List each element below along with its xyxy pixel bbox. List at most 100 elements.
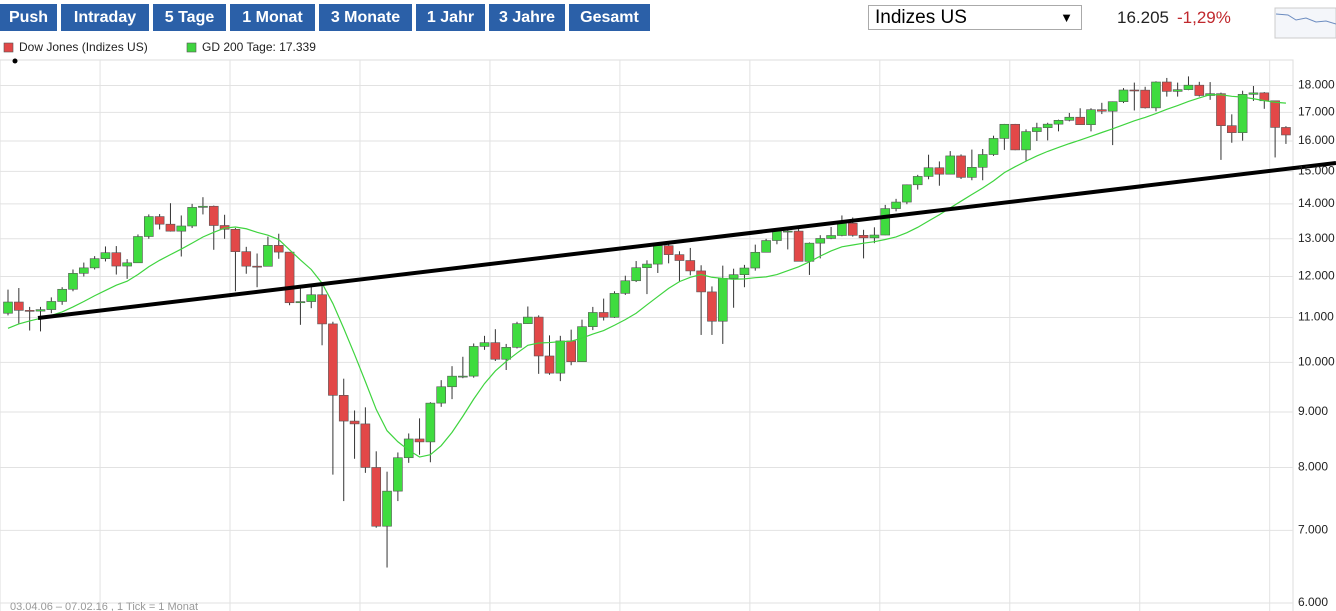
y-tick-label: 13.000 xyxy=(1298,231,1335,245)
y-tick-label: 14.000 xyxy=(1298,196,1335,210)
candle-body xyxy=(1237,94,1248,133)
range-button[interactable]: Intraday xyxy=(61,4,149,31)
candle-body xyxy=(100,252,111,259)
candle-body xyxy=(3,301,13,314)
candle-body xyxy=(89,258,100,269)
candle-body xyxy=(566,340,576,362)
candle-body xyxy=(967,167,977,178)
candle-body xyxy=(869,234,880,239)
candle-body xyxy=(241,251,252,267)
candle-body xyxy=(1216,93,1226,126)
candle-body xyxy=(598,312,609,318)
candle-body xyxy=(977,154,988,168)
candle-body xyxy=(804,242,815,262)
thumbnail xyxy=(1274,7,1336,39)
range-button[interactable]: 3 Monate xyxy=(319,4,412,31)
candle-body xyxy=(544,355,555,374)
index-selector[interactable]: Indizes US ▼ xyxy=(868,5,1082,30)
range-button[interactable]: Push xyxy=(0,4,57,31)
candle-body xyxy=(577,326,587,362)
candle-body xyxy=(999,123,1010,139)
candle-body xyxy=(46,301,57,310)
candle-body xyxy=(208,205,219,226)
candle-body xyxy=(14,301,24,311)
candle-body xyxy=(891,201,901,209)
candle-body xyxy=(458,375,468,378)
range-button[interactable]: 1 Jahr xyxy=(416,4,485,31)
candle-body xyxy=(815,238,826,244)
candle-body xyxy=(284,251,295,304)
candle-body xyxy=(425,402,436,443)
candle-body xyxy=(1162,81,1172,92)
legend-label: Dow Jones (Indizes US) xyxy=(19,40,148,54)
candle-body xyxy=(263,245,273,267)
candle-body xyxy=(393,457,403,492)
candle-body xyxy=(1053,120,1064,125)
candle-body xyxy=(57,288,67,302)
y-tick-label: 6.000 xyxy=(1298,595,1328,609)
y-tick-label: 11.000 xyxy=(1298,310,1334,324)
candle-body xyxy=(187,207,197,227)
candle-body xyxy=(154,216,165,225)
y-tick-label: 18.000 xyxy=(1298,78,1335,92)
candle-body xyxy=(523,316,533,324)
candle-body xyxy=(68,273,78,290)
legend-swatch xyxy=(186,42,197,53)
candle-body xyxy=(631,267,641,282)
range-caption: 03.04.06 – 07.02.16 , 1 Tick = 1 Monat xyxy=(10,601,198,611)
candle-body xyxy=(198,205,208,208)
trend-handle xyxy=(12,58,18,64)
candle-body xyxy=(642,263,652,269)
candle-body xyxy=(956,155,966,178)
candle-body xyxy=(1086,109,1096,125)
candle-body xyxy=(620,280,631,294)
candle-body xyxy=(1097,109,1107,112)
moving-average xyxy=(7,94,1286,458)
candle-body xyxy=(79,267,89,274)
candle-body xyxy=(663,245,674,255)
candle-body xyxy=(685,260,696,272)
quote-change: -1,29% xyxy=(1177,8,1231,27)
candle-body xyxy=(696,270,706,293)
candle-body xyxy=(923,167,934,177)
candle-body xyxy=(468,346,479,377)
candle-body xyxy=(143,216,154,237)
y-tick-label: 8.000 xyxy=(1298,460,1328,474)
candle-body xyxy=(1183,84,1194,90)
candle-body xyxy=(934,167,945,175)
candle-body xyxy=(674,254,685,261)
candle-body xyxy=(1107,101,1118,112)
candle-body xyxy=(490,342,501,360)
range-button[interactable]: 5 Tage xyxy=(153,4,226,31)
candle-body xyxy=(35,309,46,312)
candle-body xyxy=(176,225,187,232)
range-button[interactable]: Gesamt xyxy=(569,4,650,31)
candle-body xyxy=(707,291,717,322)
candle-body xyxy=(501,347,511,360)
y-tick-label: 10.000 xyxy=(1298,355,1335,369)
candle-body xyxy=(328,323,338,396)
candle-body xyxy=(414,438,425,443)
candle-body xyxy=(1042,123,1053,128)
legend-label: GD 200 Tage: 17.339 xyxy=(202,40,316,54)
y-tick-label: 16.000 xyxy=(1298,133,1335,147)
candle-body xyxy=(847,222,858,236)
legend-swatch xyxy=(3,42,14,53)
range-button[interactable]: 1 Monat xyxy=(230,4,315,31)
candle-body xyxy=(382,490,392,527)
candle-body xyxy=(588,312,598,327)
candle-body xyxy=(1205,93,1215,96)
range-button[interactable]: 3 Jahre xyxy=(489,4,565,31)
candle-body xyxy=(1248,92,1259,95)
candle-body xyxy=(24,310,35,312)
candle-body xyxy=(1259,92,1270,102)
candle-body xyxy=(230,228,241,252)
candle-body xyxy=(338,395,349,422)
candle-body xyxy=(371,467,382,527)
candle-body xyxy=(512,323,522,348)
candle-body xyxy=(360,423,371,468)
candle-body xyxy=(349,420,360,425)
candle-body xyxy=(793,230,804,262)
trend-line xyxy=(37,161,1336,320)
